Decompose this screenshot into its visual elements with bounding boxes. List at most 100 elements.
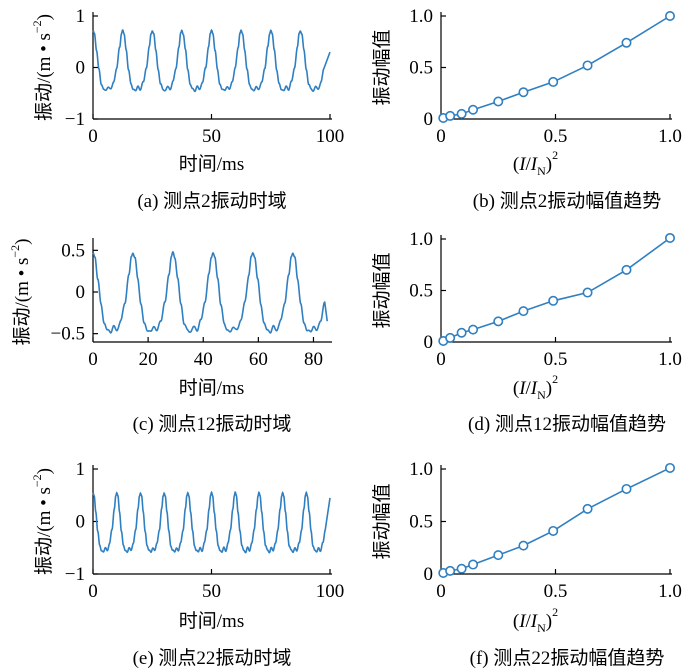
data-point xyxy=(664,462,675,473)
y-tick-label: −1 xyxy=(65,564,85,585)
x-axis-label: 时间/ms xyxy=(179,153,244,175)
x-tick-label: 20 xyxy=(139,349,158,370)
x-tick-label: 0.5 xyxy=(544,349,568,370)
x-label-part: I xyxy=(518,378,527,399)
trend-line xyxy=(443,15,671,119)
panel-caption: (b) 测点2振动幅值趋势 xyxy=(473,190,661,212)
waveform-line xyxy=(92,490,331,554)
x-label-part: I xyxy=(530,611,539,632)
panel-b: 0 0.5 1.000.51.0(I/IN)2振动幅值(b) 测点2振动幅值趋势 xyxy=(371,6,682,212)
y-axis-label: 振动/(m • s−2) xyxy=(8,238,33,345)
x-tick-label: 0 xyxy=(436,349,446,370)
data-point xyxy=(621,264,632,275)
y-tick-label: 0 xyxy=(76,58,86,79)
x-tick-label: 0.5 xyxy=(544,126,568,147)
y-axis-label: 振动/(m • s−2) xyxy=(30,468,55,575)
x-label-part: / xyxy=(526,378,532,399)
data-point xyxy=(493,550,504,561)
x-tick-label: 40 xyxy=(194,349,213,370)
y-tick-label: 0.5 xyxy=(409,58,433,79)
y-tick-label: 0 xyxy=(76,512,86,533)
data-point xyxy=(445,565,456,576)
y-axis-label: 振动幅值 xyxy=(371,483,393,559)
y-tick-label: 1.0 xyxy=(409,229,433,250)
y-axis-label: 振动幅值 xyxy=(371,252,393,328)
x-label-subscript: N xyxy=(537,388,546,402)
x-tick-label: 0 xyxy=(436,126,446,147)
data-point xyxy=(518,306,529,317)
y-label-part: ) xyxy=(12,238,33,244)
data-point xyxy=(493,316,504,327)
panel-d: 0 0.5 1.0 0 0.5 1.0 (I/IN)2 振动幅值 (d) 测点12振动幅值趋势 xyxy=(371,229,682,435)
data-point xyxy=(664,232,675,243)
x-tick-label: 1.0 xyxy=(658,581,682,602)
x-label-subscript: N xyxy=(537,164,546,178)
x-tick-label: 50 xyxy=(202,581,221,602)
panel-caption: (e) 测点22振动时域 xyxy=(133,647,292,669)
y-label-superscript: −2 xyxy=(8,245,22,258)
x-tick-label: 80 xyxy=(304,349,323,370)
data-point xyxy=(468,559,479,570)
panel-caption: (a) 测点2振动时域 xyxy=(137,190,286,212)
y-tick-label: 0 xyxy=(424,109,434,130)
x-label-part: I xyxy=(530,154,539,175)
x-axis-label: (I/IN)2 xyxy=(513,148,558,178)
x-tick-label: 1.0 xyxy=(658,126,682,147)
x-label-part: ( xyxy=(513,378,519,399)
y-tick-label: 0.5 xyxy=(409,281,433,302)
x-tick-label: 100 xyxy=(316,581,345,602)
y-label-superscript: −2 xyxy=(30,20,44,33)
x-label-part: ) xyxy=(546,378,552,399)
y-tick-label: 0.5 xyxy=(61,240,85,261)
x-tick-label: 0 xyxy=(88,581,98,602)
data-point xyxy=(456,108,467,119)
y-tick-label: 0 xyxy=(76,282,86,303)
x-label-part: / xyxy=(526,611,532,632)
data-point xyxy=(664,11,675,21)
data-point xyxy=(445,110,456,121)
x-label-part: ( xyxy=(513,611,519,632)
panel-f: 0 0.5 1.000.51.0(I/IN)2振动幅值(f) 测点22振动幅值趋势 xyxy=(371,459,682,669)
x-label-subscript: N xyxy=(537,621,546,635)
y-tick-label: 0 xyxy=(424,332,434,353)
data-point xyxy=(548,295,559,306)
x-tick-label: 1.0 xyxy=(658,349,682,370)
x-tick-label: 50 xyxy=(202,126,221,147)
panel-caption: (c) 测点12振动时域 xyxy=(133,413,292,435)
panel-caption: (f) 测点22振动幅值趋势 xyxy=(470,647,665,669)
x-label-part: / xyxy=(526,154,532,175)
x-label-part: I xyxy=(518,611,527,632)
x-label-superscript: 2 xyxy=(552,372,558,386)
data-point xyxy=(548,525,559,536)
waveform-line xyxy=(92,250,329,334)
y-tick-label: 0 xyxy=(424,564,434,585)
y-tick-label: 1.0 xyxy=(409,459,433,480)
panel-caption: (d) 测点12振动幅值趋势 xyxy=(468,413,666,435)
x-label-superscript: 2 xyxy=(552,148,558,162)
y-label-part: 振动/(m • s xyxy=(33,487,55,575)
y-tick-label: 1.0 xyxy=(409,6,433,27)
data-point xyxy=(468,104,479,115)
data-point xyxy=(548,76,559,87)
x-axis-label: (I/IN)2 xyxy=(513,372,558,402)
y-axis-label: 振动/(m • s−2) xyxy=(30,14,55,121)
data-point xyxy=(518,87,529,98)
y-label-part: ) xyxy=(34,14,55,20)
x-tick-label: 0 xyxy=(436,581,446,602)
y-tick-label: 1 xyxy=(76,6,86,27)
y-label-part: 振动/(m • s xyxy=(33,33,55,121)
data-point xyxy=(456,327,467,338)
x-tick-label: 0 xyxy=(88,349,98,370)
x-label-part: ) xyxy=(546,154,552,175)
y-tick-label: 0.5 xyxy=(409,512,433,533)
x-axis-label: 时间/ms xyxy=(179,610,244,632)
trend-line xyxy=(442,237,671,342)
data-point xyxy=(468,324,479,335)
y-tick-label: −0.5 xyxy=(51,324,85,345)
x-label-part: ( xyxy=(513,154,519,175)
data-point xyxy=(445,332,456,343)
x-axis-label: (I/IN)2 xyxy=(513,605,558,635)
